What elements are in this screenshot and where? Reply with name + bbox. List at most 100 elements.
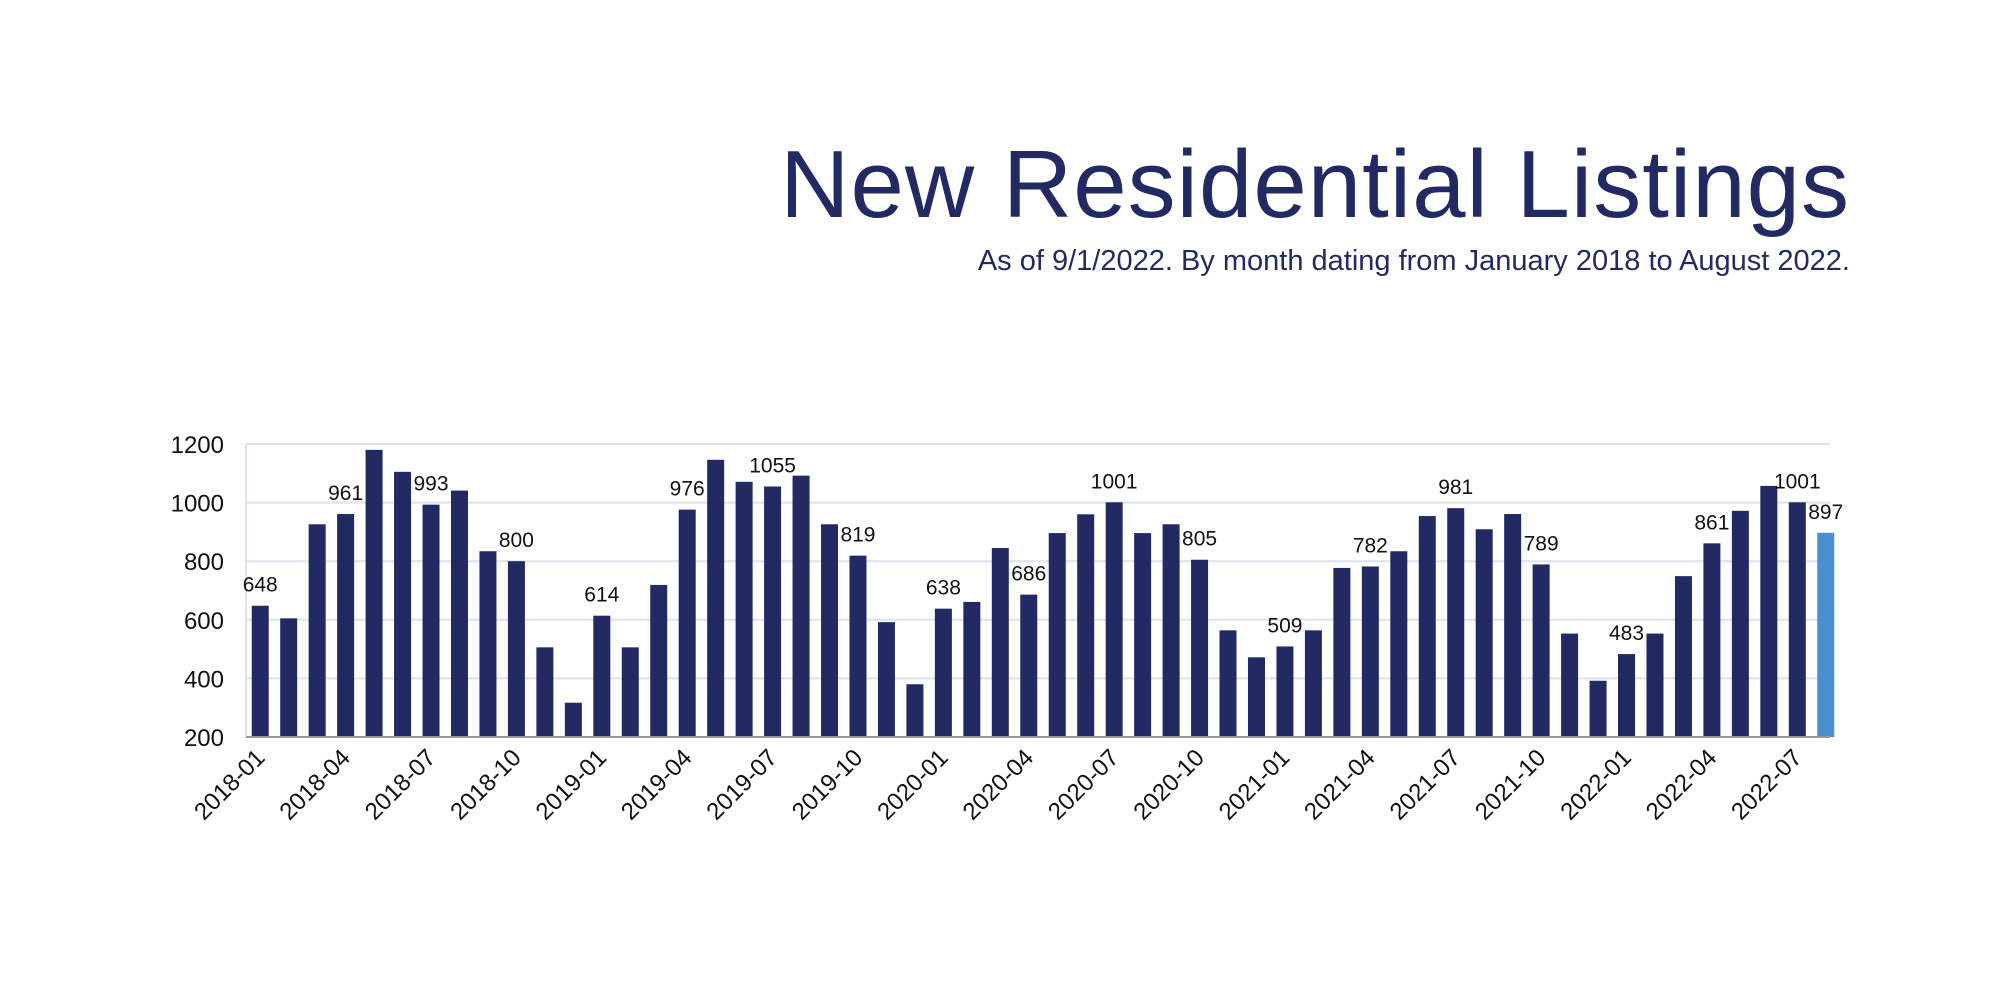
data-label: 976 [670,478,705,501]
bar [507,561,525,737]
data-label: 993 [413,473,448,496]
y-tick-label: 1000 [171,491,224,518]
x-tick-label: 2021-01 [1214,744,1295,825]
bar [251,605,269,737]
chart-title: New Residential Listings [780,131,1850,238]
bar [821,524,839,737]
bar [650,584,668,737]
bar [1760,485,1778,737]
bar [1447,508,1465,737]
data-label: 819 [840,524,875,547]
bar [906,684,924,737]
bar [1646,633,1664,737]
bar [450,490,468,737]
chart-subtitle: As of 9/1/2022. By month dating from Jan… [977,245,1850,277]
bar [1333,567,1351,737]
data-label: 1001 [1091,470,1138,493]
bar [1134,533,1152,737]
bar [1247,657,1265,737]
bar [678,509,696,737]
bar [1731,510,1749,737]
x-tick-label: 2020-10 [1128,744,1209,825]
bar [991,548,1009,737]
bar [365,449,383,737]
data-label: 800 [499,529,534,552]
x-tick-label: 2022-07 [1726,744,1807,825]
bar [792,475,810,737]
bar [1532,564,1550,737]
bar [1048,533,1066,737]
data-label: 648 [243,574,278,597]
bar [1020,594,1038,737]
bar [934,608,952,737]
bar [1390,551,1408,737]
bar [564,702,582,737]
bar [963,601,981,737]
bar [422,504,440,737]
x-tick-label: 2020-01 [872,744,953,825]
bar [1219,630,1237,737]
x-tick-label: 2021-10 [1470,744,1551,825]
bar [1703,543,1721,737]
x-tick-label: 2022-04 [1641,744,1722,825]
x-tick-label: 2018-10 [445,744,526,825]
bar [536,647,554,737]
data-label: 782 [1353,534,1388,557]
bar [308,524,326,737]
bar [280,618,298,737]
bar [1475,529,1493,737]
data-label: 483 [1609,622,1644,645]
y-tick-label: 400 [184,666,224,693]
y-tick-label: 800 [184,549,224,576]
data-label: 961 [328,482,363,505]
x-tick-label: 2018-07 [360,744,441,825]
data-label: 789 [1524,532,1559,555]
data-label: 686 [1011,563,1046,586]
bar [479,551,497,737]
bar [394,471,412,737]
bar [1618,654,1636,737]
bar [849,555,867,737]
y-tick-label: 200 [184,725,224,752]
bar [1361,566,1379,737]
bar [1589,680,1607,737]
bar [1674,576,1692,737]
bar [735,481,753,737]
data-label: 1055 [749,454,796,477]
x-tick-label: 2019-07 [701,744,782,825]
bar [621,647,639,737]
bar [1304,630,1322,737]
data-label: 509 [1267,614,1302,637]
bar [707,459,725,737]
x-tick-label: 2020-07 [1043,744,1124,825]
data-label: 897 [1808,501,1843,524]
bar [1276,646,1294,737]
y-tick-label: 1200 [171,432,224,459]
bar [877,622,895,737]
y-tick-label: 600 [184,608,224,635]
bar [1077,514,1095,737]
x-tick-label: 2019-04 [616,744,697,825]
bar [1418,516,1436,737]
bar [1504,514,1522,737]
bar [1817,532,1835,737]
x-tick-label: 2021-04 [1299,744,1380,825]
bar [1788,502,1806,737]
data-label: 981 [1438,476,1473,499]
data-label: 614 [584,584,619,607]
bar [1105,502,1123,737]
data-label: 861 [1694,511,1729,534]
bar [1162,524,1180,737]
x-tick-label: 2022-01 [1555,744,1636,825]
x-tick-label: 2019-10 [787,744,868,825]
bar [764,486,782,737]
data-label: 638 [926,577,961,600]
x-tick-label: 2018-04 [274,744,355,825]
bar [337,514,355,737]
x-tick-label: 2020-04 [958,744,1039,825]
data-label: 805 [1182,528,1217,551]
x-tick-label: 2018-01 [189,744,270,825]
x-tick-label: 2021-07 [1385,744,1466,825]
x-tick-label: 2019-01 [531,744,612,825]
